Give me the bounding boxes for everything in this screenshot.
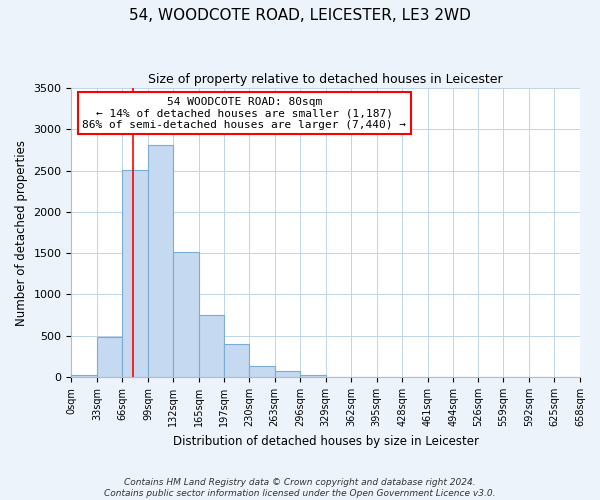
Bar — [173, 252, 199, 377]
Text: 54, WOODCOTE ROAD, LEICESTER, LE3 2WD: 54, WOODCOTE ROAD, LEICESTER, LE3 2WD — [129, 8, 471, 22]
Bar — [122, 170, 148, 377]
Bar — [275, 372, 300, 377]
Bar — [148, 145, 173, 377]
Text: 54 WOODCOTE ROAD: 80sqm
← 14% of detached houses are smaller (1,187)
86% of semi: 54 WOODCOTE ROAD: 80sqm ← 14% of detache… — [82, 96, 406, 130]
Bar — [224, 344, 249, 377]
Title: Size of property relative to detached houses in Leicester: Size of property relative to detached ho… — [148, 72, 503, 86]
Bar — [300, 376, 326, 377]
Bar — [199, 315, 224, 377]
X-axis label: Distribution of detached houses by size in Leicester: Distribution of detached houses by size … — [173, 434, 479, 448]
Y-axis label: Number of detached properties: Number of detached properties — [15, 140, 28, 326]
Bar — [97, 338, 122, 377]
Text: Contains HM Land Registry data © Crown copyright and database right 2024.
Contai: Contains HM Land Registry data © Crown c… — [104, 478, 496, 498]
Bar — [71, 376, 97, 377]
Bar — [249, 366, 275, 377]
